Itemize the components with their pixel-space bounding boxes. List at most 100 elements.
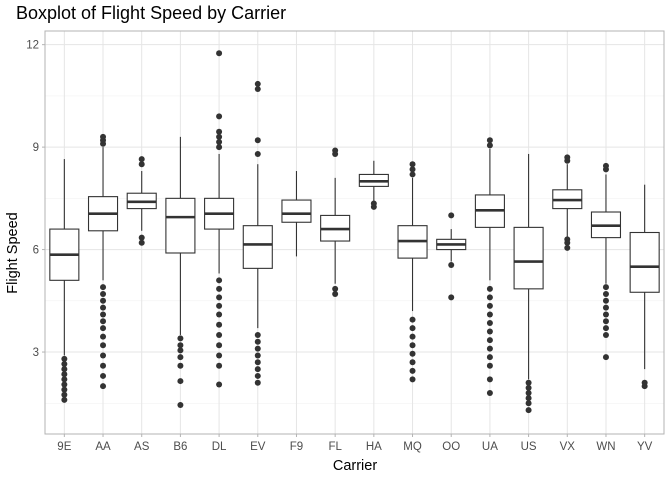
- outlier-point: [564, 244, 571, 251]
- outlier-point: [61, 355, 68, 362]
- box-group-yv: [629, 184, 660, 390]
- grid-layer: [45, 31, 664, 434]
- outlier-point: [254, 137, 261, 144]
- box-group-9e: [49, 159, 80, 403]
- x-tick-label: YV: [637, 441, 653, 453]
- outlier-point: [177, 362, 184, 369]
- outlier-point: [525, 390, 532, 397]
- outlier-point: [216, 352, 223, 359]
- outlier-point: [177, 354, 184, 361]
- outlier-point: [409, 342, 416, 349]
- outlier-point: [254, 338, 261, 345]
- outlier-point: [216, 113, 223, 120]
- outlier-point: [486, 294, 493, 301]
- outlier-point: [216, 138, 223, 145]
- outlier-point: [177, 347, 184, 354]
- outlier-point: [216, 50, 223, 57]
- outlier-point: [216, 331, 223, 338]
- outlier-point: [177, 401, 184, 408]
- outlier-point: [486, 285, 493, 292]
- box-group-b6: [165, 136, 196, 408]
- iqr-box: [242, 225, 273, 269]
- outlier-point: [602, 354, 609, 361]
- outlier-point: [448, 212, 455, 219]
- x-tick-label: EV: [250, 441, 266, 453]
- outlier-point: [254, 80, 261, 87]
- outlier-point: [409, 350, 416, 357]
- outlier-point: [564, 236, 571, 243]
- box-group-ua: [474, 137, 505, 397]
- box-group-fl: [320, 147, 351, 297]
- outlier-point: [138, 239, 145, 246]
- outlier-point: [525, 395, 532, 402]
- outlier-point: [602, 290, 609, 297]
- outlier-point: [254, 331, 261, 338]
- iqr-box: [513, 226, 544, 290]
- box-group-vx: [552, 154, 583, 251]
- outlier-point: [448, 294, 455, 301]
- outlier-point: [602, 325, 609, 332]
- x-tick-label: FL: [328, 441, 342, 453]
- outlier-point: [61, 371, 68, 378]
- outlier-point: [61, 366, 68, 373]
- box-group-f9: [281, 171, 312, 257]
- x-tick-label: WN: [596, 441, 615, 453]
- outlier-point: [254, 359, 261, 366]
- x-tick-label: AA: [95, 441, 111, 453]
- x-tick-label: MQ: [403, 441, 422, 453]
- outlier-point: [100, 290, 107, 297]
- outlier-point: [216, 133, 223, 140]
- outlier-point: [216, 128, 223, 135]
- box-group-as: [126, 156, 157, 246]
- outlier-point: [254, 366, 261, 373]
- outlier-point: [100, 342, 107, 349]
- outlier-point: [100, 284, 107, 291]
- outlier-point: [100, 318, 107, 325]
- outlier-point: [100, 297, 107, 304]
- outlier-point: [138, 234, 145, 241]
- outlier-point: [409, 325, 416, 332]
- x-tick-label: AS: [134, 441, 150, 453]
- axis-layer: 3 6 9 12 9E AA AS B6 DL EV F9 FL HA MQ OO UA US VX WN YV: [26, 40, 652, 453]
- outlier-point: [525, 407, 532, 414]
- outlier-point: [138, 161, 145, 168]
- outlier-point: [602, 284, 609, 291]
- outlier-point: [525, 400, 532, 407]
- outlier-point: [602, 304, 609, 311]
- y-tick-label: 3: [33, 347, 39, 359]
- outlier-point: [61, 360, 68, 367]
- box-group-dl: [204, 50, 235, 388]
- x-tick-label: B6: [173, 441, 187, 453]
- outlier-point: [332, 285, 339, 292]
- outlier-point: [486, 362, 493, 369]
- box-group-wn: [590, 162, 622, 361]
- outlier-point: [254, 352, 261, 359]
- outlier-point: [602, 162, 609, 169]
- outlier-point: [409, 367, 416, 374]
- box-group-mq: [397, 161, 428, 383]
- outlier-point: [216, 302, 223, 309]
- box-group-aa: [87, 133, 119, 390]
- outlier-point: [254, 372, 261, 379]
- outlier-point: [100, 352, 107, 359]
- x-tick-label: UA: [482, 441, 498, 453]
- outlier-point: [602, 297, 609, 304]
- outlier-point: [409, 161, 416, 168]
- outlier-point: [448, 261, 455, 268]
- outlier-point: [409, 316, 416, 323]
- outlier-point: [486, 142, 493, 149]
- outlier-point: [177, 342, 184, 349]
- box-layer: [49, 50, 660, 414]
- iqr-box: [165, 197, 196, 254]
- outlier-point: [177, 378, 184, 385]
- iqr-box: [629, 231, 660, 293]
- outlier-point: [216, 285, 223, 292]
- box-group-us: [513, 153, 544, 414]
- outlier-point: [100, 325, 107, 332]
- outlier-point: [216, 311, 223, 318]
- x-tick-label: DL: [212, 441, 227, 453]
- outlier-point: [525, 379, 532, 386]
- outlier-point: [61, 396, 68, 403]
- outlier-point: [486, 137, 493, 144]
